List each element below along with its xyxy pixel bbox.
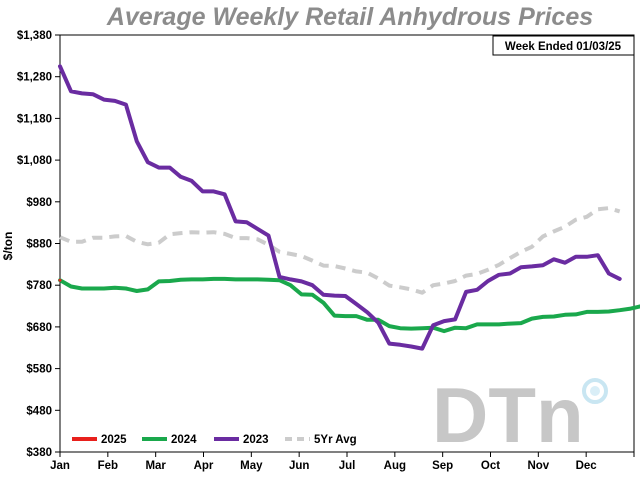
x-tick-label: Jul [339, 460, 356, 472]
x-tick-label: Apr [194, 460, 214, 472]
watermark-logo: DTn [432, 371, 608, 459]
y-tick-label: $880 [26, 239, 52, 251]
x-tick-label: Feb [98, 460, 118, 472]
x-tick-label: Aug [384, 460, 406, 472]
y-tick-label: $580 [26, 364, 52, 376]
series-line-2024 [58, 276, 640, 334]
week-annotation: Week Ended 01/03/25 [492, 35, 635, 56]
x-tick-label: Dec [576, 460, 598, 472]
legend: 2025 2024 2023 5Yr Avg [72, 434, 357, 446]
x-tick-label: Jan [50, 460, 70, 472]
y-tick-label: $1,280 [17, 72, 52, 84]
y-tick-label: $1,180 [17, 113, 52, 125]
x-tick-label: May [240, 460, 263, 472]
legend-label-5yr-avg: 5Yr Avg [314, 434, 357, 446]
y-tick-label: $480 [26, 405, 52, 417]
chart-title: Average Weekly Retail Anhydrous Prices [106, 3, 593, 31]
series-line-5yr-avg [59, 206, 621, 295]
series-point-2025 [58, 278, 62, 282]
x-tick-label: Nov [527, 460, 549, 472]
y-tick-label: $380 [26, 447, 52, 459]
y-axis-label: $/ton [1, 232, 15, 261]
y-tick-label: $1,080 [17, 155, 52, 167]
y-tick-label: $1,380 [17, 30, 52, 42]
x-tick-label: Oct [481, 460, 500, 472]
legend-label-2024: 2024 [171, 434, 197, 446]
x-tick-label: Mar [145, 460, 166, 472]
x-tick-label: Jun [289, 460, 309, 472]
x-tick-label: Sep [432, 460, 453, 472]
y-tick-label: $680 [26, 322, 52, 334]
legend-label-2025: 2025 [101, 434, 127, 446]
plot-area: $380 $480 $580 $680 $780 $880 $980 $1,080 $1,180… [17, 30, 640, 472]
dtn-logo-icon [582, 378, 608, 404]
week-ended-label: Week Ended 01/03/25 [505, 41, 622, 53]
y-tick-label: $780 [26, 280, 52, 292]
series-line-2023 [58, 64, 622, 351]
y-tick-label: $980 [26, 197, 52, 209]
legend-label-2023: 2023 [243, 434, 269, 446]
dtn-logo-text: DTn [432, 371, 584, 459]
